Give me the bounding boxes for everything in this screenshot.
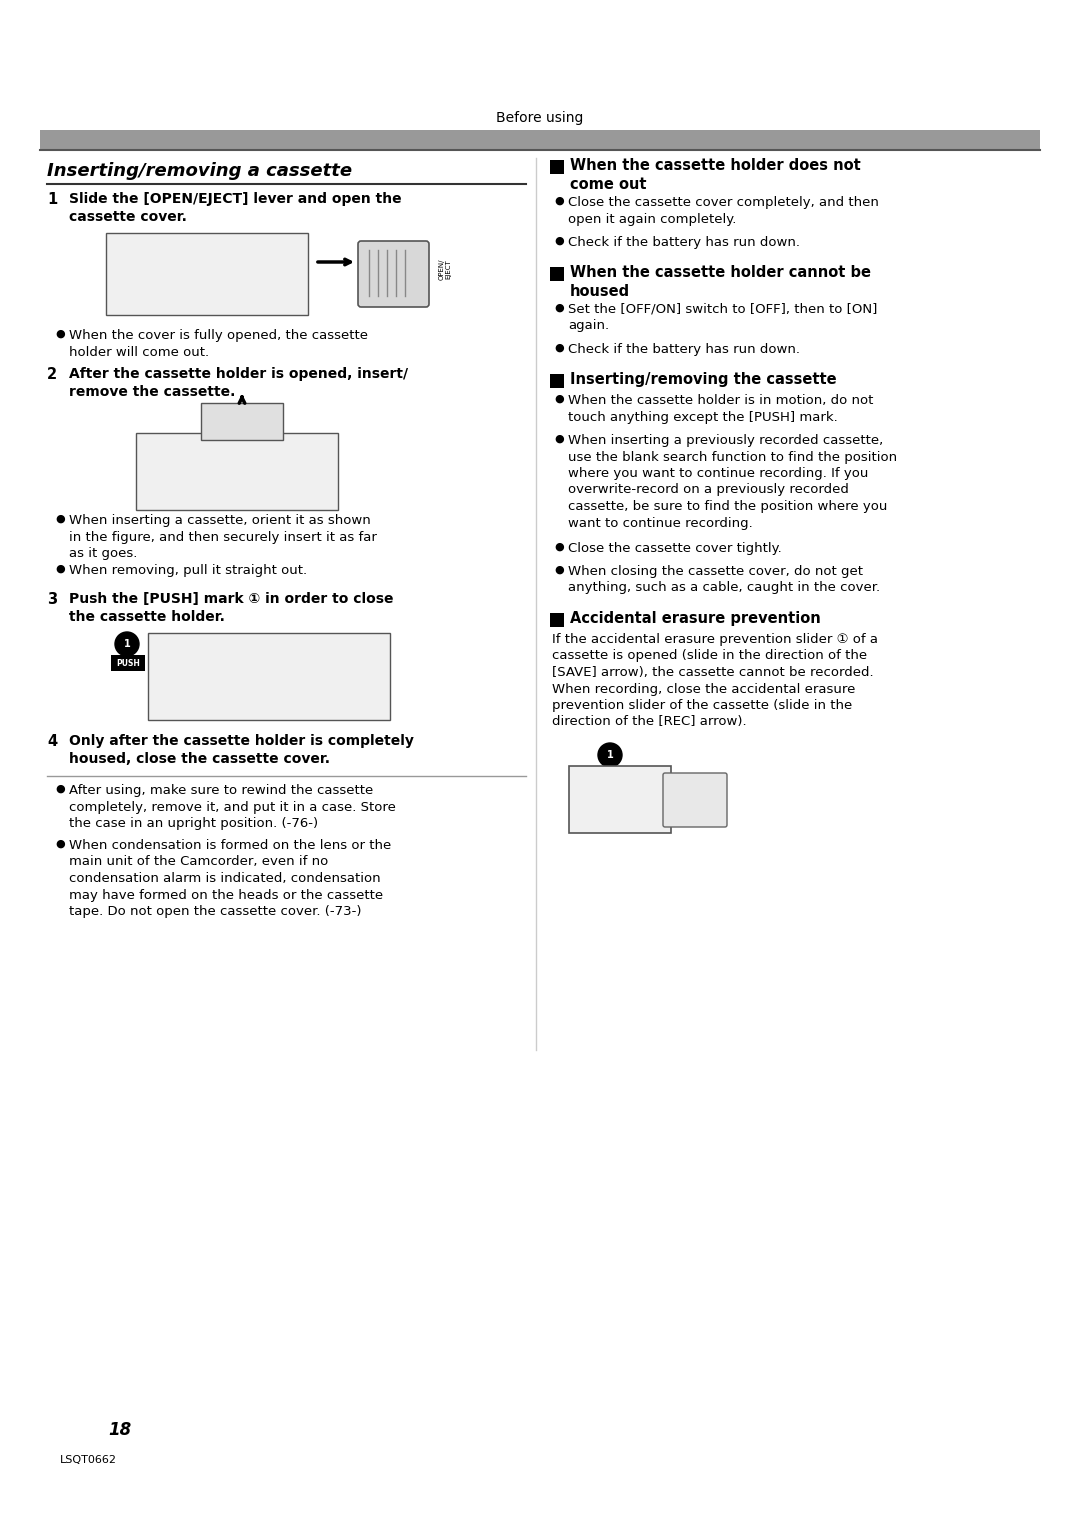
Text: After using, make sure to rewind the cassette
completely, remove it, and put it : After using, make sure to rewind the cas… <box>69 784 396 830</box>
Text: ●: ● <box>554 565 564 575</box>
Text: When closing the cassette cover, do not get
anything, such as a cable, caught in: When closing the cassette cover, do not … <box>568 565 880 595</box>
Text: 1: 1 <box>48 192 57 208</box>
Text: Inserting/removing a cassette: Inserting/removing a cassette <box>48 162 352 180</box>
Text: When inserting a previously recorded cassette,
use the blank search function to : When inserting a previously recorded cas… <box>568 433 897 530</box>
Text: ●: ● <box>554 542 564 552</box>
Text: Inserting/removing the cassette: Inserting/removing the cassette <box>570 372 837 388</box>
Text: When removing, pull it straight out.: When removing, pull it straight out. <box>69 565 307 577</box>
Text: 18: 18 <box>108 1421 132 1439</box>
Text: Slide the [OPEN/EJECT] lever and open the
cassette cover.: Slide the [OPEN/EJECT] lever and open th… <box>69 192 402 224</box>
Text: Close the cassette cover completely, and then
open it again completely.: Close the cassette cover completely, and… <box>568 195 879 226</box>
Bar <box>550 613 564 627</box>
Text: Close the cassette cover tightly.: Close the cassette cover tightly. <box>568 542 782 555</box>
Text: ●: ● <box>554 394 564 404</box>
Text: After the cassette holder is opened, insert/
remove the cassette.: After the cassette holder is opened, ins… <box>69 366 408 398</box>
Text: ●: ● <box>554 433 564 444</box>
Text: ●: ● <box>554 343 564 353</box>
Text: LSQT0662: LSQT0662 <box>60 1454 117 1465</box>
Text: OPEN/
EJECT: OPEN/ EJECT <box>438 258 451 279</box>
FancyBboxPatch shape <box>148 633 390 720</box>
Text: ●: ● <box>55 565 65 574</box>
Text: Accidental erasure prevention: Accidental erasure prevention <box>570 610 821 626</box>
Text: 3: 3 <box>48 592 57 607</box>
Text: ●: ● <box>55 839 65 848</box>
Text: When inserting a cassette, orient it as shown
in the figure, and then securely i: When inserting a cassette, orient it as … <box>69 514 377 560</box>
Text: ●: ● <box>554 195 564 206</box>
Text: Check if the battery has run down.: Check if the battery has run down. <box>568 237 800 249</box>
FancyBboxPatch shape <box>357 241 429 307</box>
FancyBboxPatch shape <box>201 403 283 439</box>
Text: 1: 1 <box>123 639 131 649</box>
Text: When the cover is fully opened, the cassette
holder will come out.: When the cover is fully opened, the cass… <box>69 330 368 359</box>
Text: Set the [OFF/ON] switch to [OFF], then to [ON]
again.: Set the [OFF/ON] switch to [OFF], then t… <box>568 304 877 333</box>
Bar <box>550 267 564 281</box>
Text: Before using: Before using <box>497 111 583 125</box>
FancyBboxPatch shape <box>569 766 671 833</box>
Text: When condensation is formed on the lens or the
main unit of the Camcorder, even : When condensation is formed on the lens … <box>69 839 391 919</box>
Text: If the accidental erasure prevention slider ① of a
cassette is opened (slide in : If the accidental erasure prevention sli… <box>552 633 878 728</box>
Text: ●: ● <box>55 514 65 523</box>
Circle shape <box>114 632 139 656</box>
FancyBboxPatch shape <box>136 433 338 510</box>
Text: Push the [PUSH] mark ① in order to close
the cassette holder.: Push the [PUSH] mark ① in order to close… <box>69 592 393 624</box>
FancyBboxPatch shape <box>111 655 145 671</box>
Bar <box>40 130 1040 150</box>
Text: ●: ● <box>55 784 65 794</box>
Bar <box>550 160 564 174</box>
Text: ●: ● <box>55 330 65 339</box>
Text: Check if the battery has run down.: Check if the battery has run down. <box>568 343 800 356</box>
FancyBboxPatch shape <box>106 233 308 314</box>
Text: ●: ● <box>554 237 564 246</box>
Text: When the cassette holder does not
come out: When the cassette holder does not come o… <box>570 159 861 192</box>
Bar <box>550 374 564 388</box>
Text: When the cassette holder cannot be
housed: When the cassette holder cannot be house… <box>570 266 870 299</box>
Text: 2: 2 <box>48 366 57 382</box>
FancyBboxPatch shape <box>663 774 727 827</box>
Text: Only after the cassette holder is completely
housed, close the cassette cover.: Only after the cassette holder is comple… <box>69 734 414 766</box>
Text: PUSH: PUSH <box>116 659 140 667</box>
Text: ●: ● <box>554 304 564 313</box>
Text: 4: 4 <box>48 734 57 749</box>
Text: 1: 1 <box>607 749 613 760</box>
Circle shape <box>598 743 622 768</box>
Text: When the cassette holder is in motion, do not
touch anything except the [PUSH] m: When the cassette holder is in motion, d… <box>568 394 874 424</box>
